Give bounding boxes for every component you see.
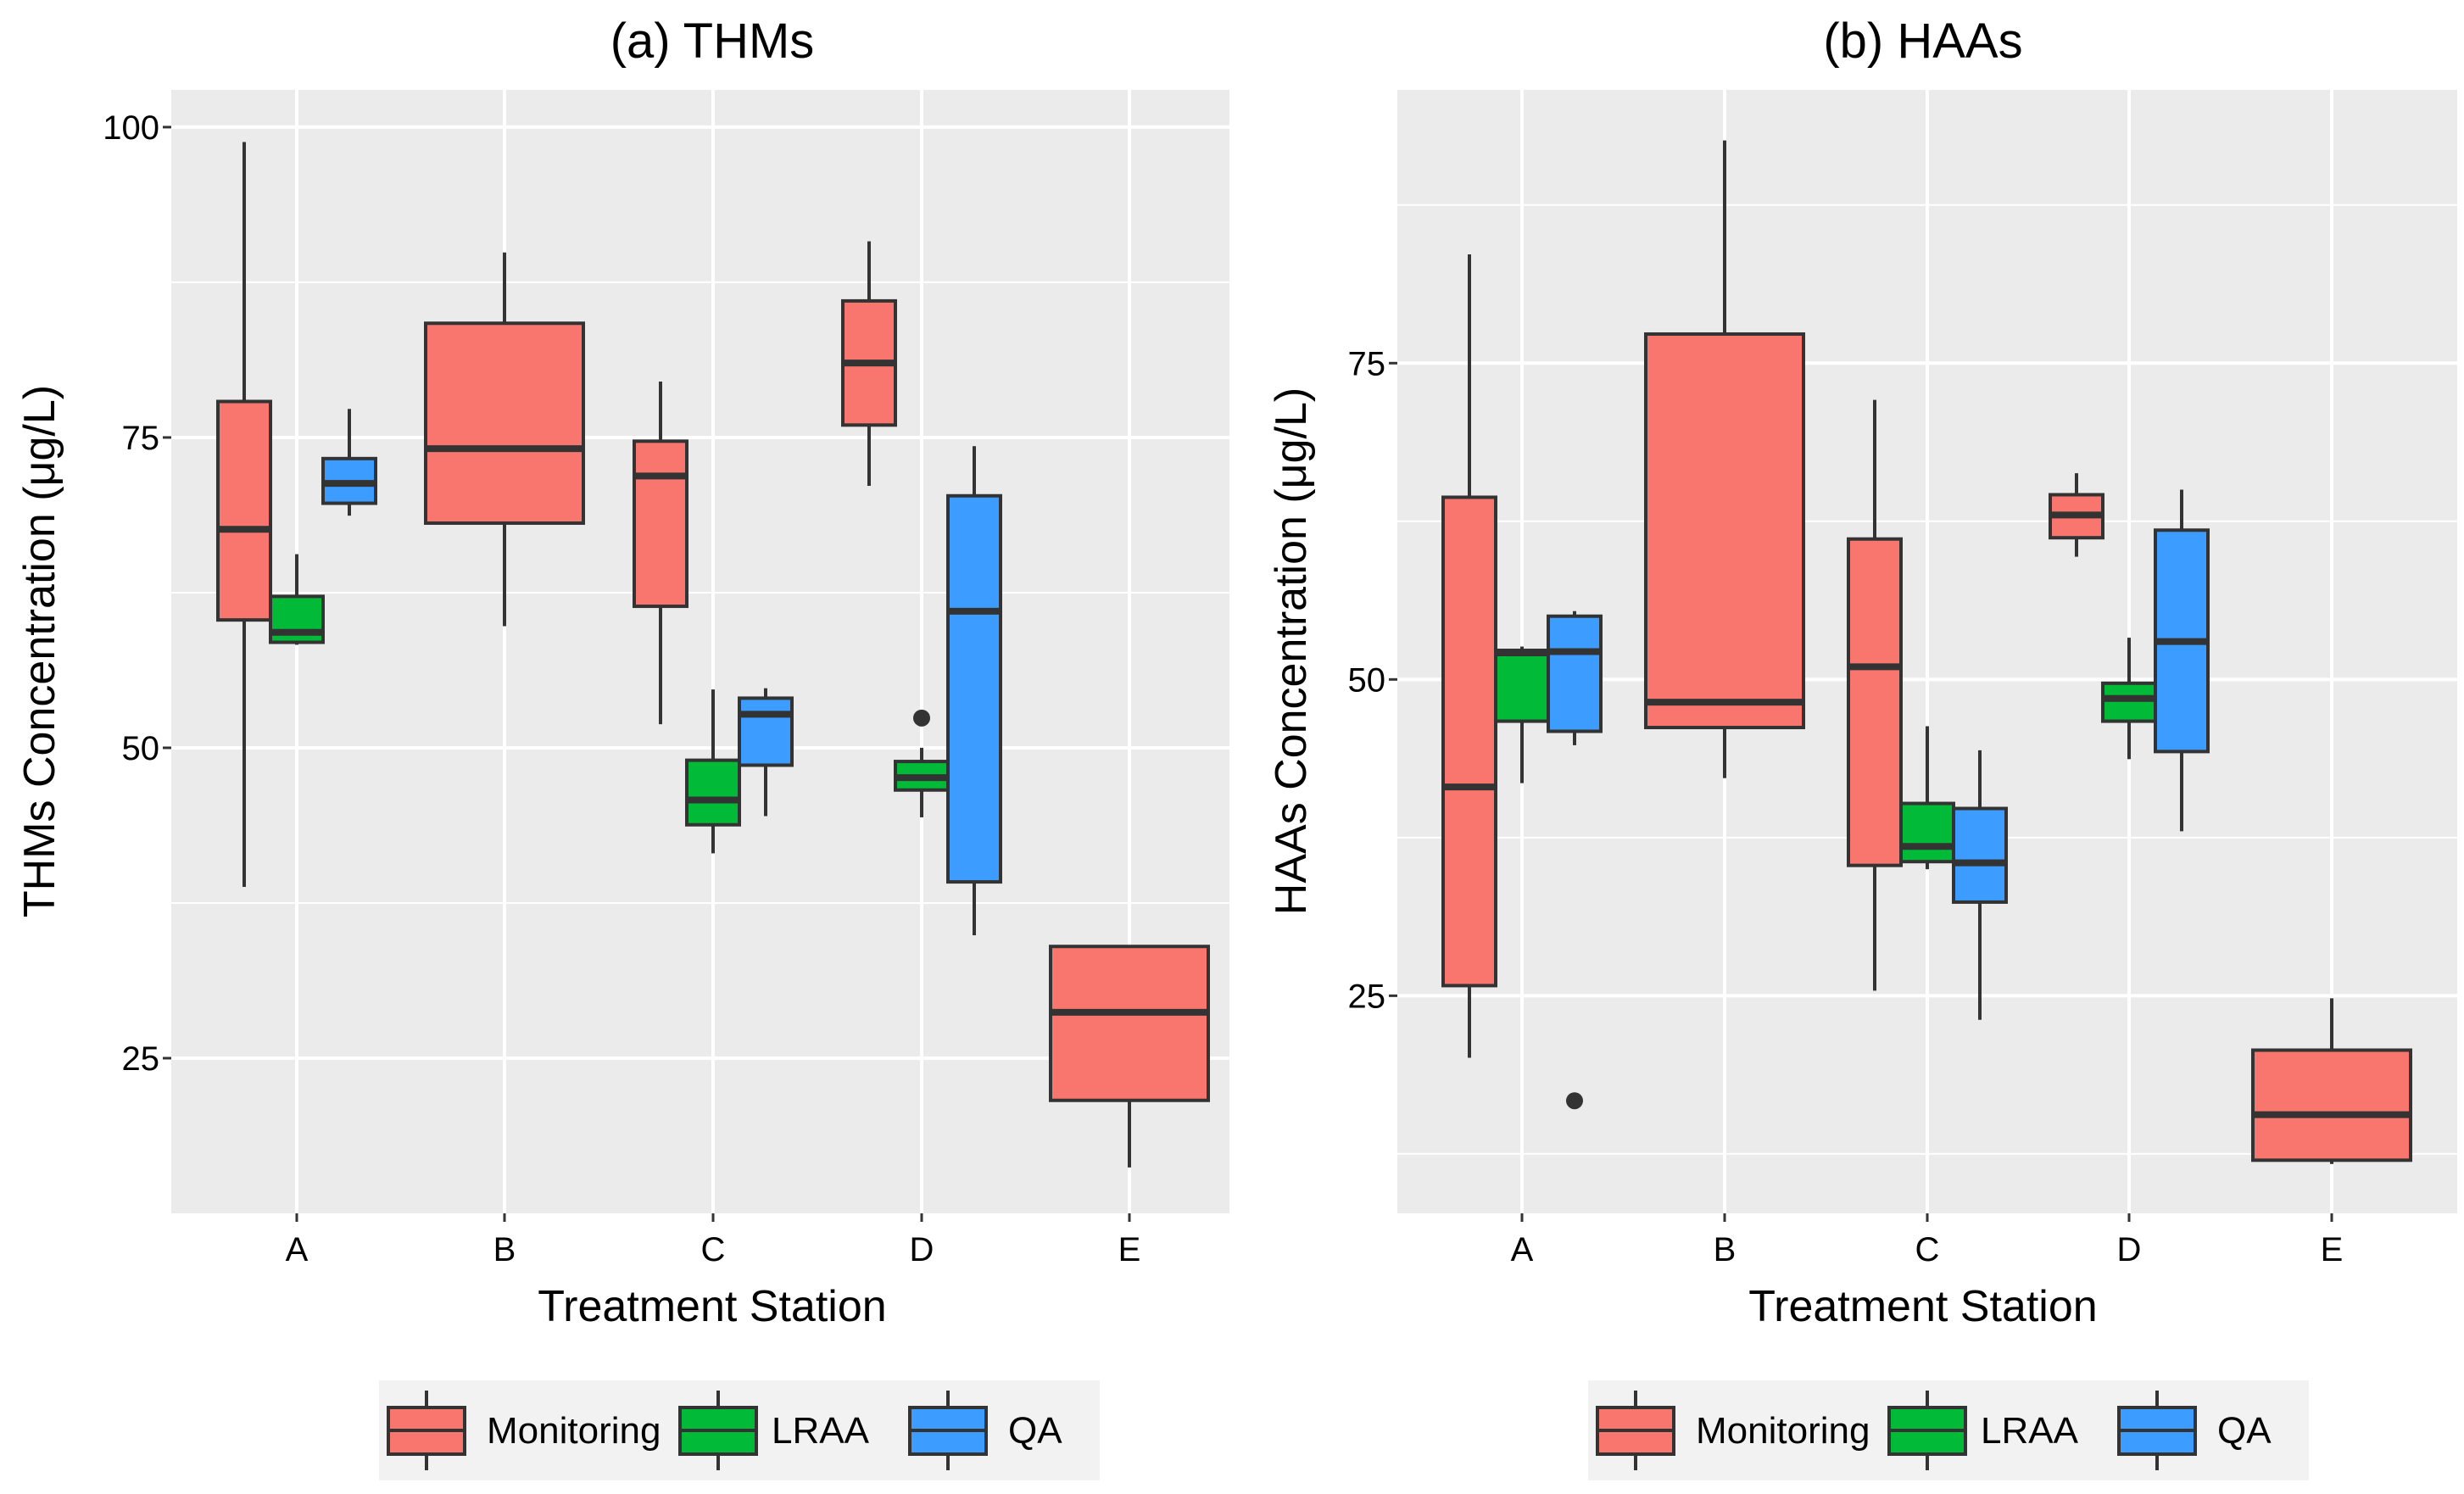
y-tick-label: 25 — [122, 1040, 160, 1078]
legend-label: Monitoring — [1696, 1410, 1870, 1452]
box-monitoring-c — [1847, 399, 1903, 991]
x-tick-label: E — [2321, 1231, 2344, 1268]
panel-title: (b) HAAs — [1823, 14, 2022, 69]
y-tick-label: 75 — [1348, 345, 1386, 382]
x-axis: A B C D E — [286, 1213, 1141, 1268]
outlier-point — [913, 709, 930, 727]
box-iqr — [424, 321, 585, 525]
box-iqr — [1547, 614, 1603, 733]
box-monitoring-c — [633, 382, 688, 725]
y-tick-label: 75 — [122, 420, 160, 457]
box-lraa-d — [2101, 638, 2157, 760]
x-axis-title: Treatment Station — [1748, 1282, 2097, 1331]
box-monitoring-d — [2049, 473, 2104, 557]
outlier-point — [1566, 1092, 1583, 1110]
box-iqr — [1644, 332, 1805, 730]
panel-title: (a) THMs — [610, 14, 815, 69]
legend-label: LRAA — [772, 1410, 870, 1452]
box-iqr — [2101, 681, 2157, 723]
y-axis: 25 50 75 — [1348, 345, 1397, 1015]
y-tick-label: 25 — [1348, 978, 1386, 1015]
boxes-layer — [1441, 140, 2412, 1164]
box-iqr — [1441, 495, 1497, 988]
box-monitoring-a — [1441, 254, 1497, 1058]
x-tick-label: C — [1915, 1231, 1940, 1268]
legend-item-qa: QA — [2117, 1391, 2272, 1470]
x-tick-label: C — [701, 1231, 726, 1268]
box-monitoring-e — [1049, 945, 1210, 1168]
box-iqr — [946, 493, 1002, 884]
legend-right: Monitoring LRAA QA — [1588, 1380, 2309, 1480]
box-iqr — [1049, 945, 1210, 1102]
box-iqr — [1952, 806, 2008, 904]
box-iqr — [2251, 1048, 2412, 1162]
legend-item-monitoring: Monitoring — [1596, 1391, 1870, 1470]
box-iqr — [1899, 801, 1955, 864]
box-lraa-d — [894, 709, 950, 817]
legend-label: Monitoring — [487, 1410, 661, 1452]
box-qa-c — [738, 688, 794, 817]
x-axis-title: Treatment Station — [538, 1282, 886, 1331]
x-tick-label: B — [1714, 1231, 1737, 1268]
box-iqr — [633, 439, 688, 609]
box-iqr — [738, 696, 794, 767]
y-tick-label: 50 — [1348, 661, 1386, 699]
legend-item-monitoring: Monitoring — [387, 1391, 661, 1470]
y-tick-label: 50 — [122, 730, 160, 767]
x-tick-label: A — [1511, 1231, 1534, 1268]
x-tick-label: A — [286, 1231, 309, 1268]
y-tick-label: 100 — [103, 109, 159, 147]
box-iqr — [1847, 537, 1903, 867]
x-axis: A B C D E — [1511, 1213, 2344, 1268]
box-iqr — [685, 758, 741, 827]
legend-label: QA — [1008, 1410, 1062, 1452]
boxes-layer — [216, 142, 1210, 1168]
y-axis: 25 50 75 100 — [103, 109, 171, 1078]
box-monitoring-d — [841, 241, 897, 487]
box-iqr — [216, 399, 272, 622]
box-iqr — [1494, 649, 1550, 723]
legend-item-lraa: LRAA — [678, 1391, 870, 1470]
x-tick-label: D — [2117, 1231, 2142, 1268]
box-qa-d — [946, 446, 1002, 936]
x-tick-label: B — [493, 1231, 516, 1268]
panel-thms: (a) THMs 25 50 75 100 A B C D E Treatment Stati… — [15, 14, 1229, 1331]
box-monitoring-a — [216, 142, 272, 887]
x-tick-label: D — [910, 1231, 934, 1268]
box-qa-c — [1952, 750, 2008, 1020]
box-qa-a — [1547, 610, 1603, 1110]
legend-item-qa: QA — [908, 1391, 1062, 1470]
y-axis-title: THMs Concentration (μg/L) — [15, 385, 64, 917]
box-monitoring-b — [1644, 140, 1805, 778]
box-lraa-c — [685, 689, 741, 854]
box-lraa-c — [1899, 726, 1955, 870]
box-qa-d — [2154, 489, 2210, 832]
legend-left: Monitoring LRAA QA — [379, 1380, 1100, 1480]
legend-item-lraa: LRAA — [1887, 1391, 2079, 1470]
box-monitoring-e — [2251, 998, 2412, 1164]
x-tick-label: E — [1118, 1231, 1141, 1268]
legend-label: QA — [2217, 1410, 2272, 1452]
box-lraa-a — [269, 554, 325, 645]
box-qa-a — [321, 409, 377, 516]
box-monitoring-b — [424, 252, 585, 627]
y-axis-title: HAAs Concentration (μg/L) — [1267, 387, 1316, 915]
legend-label: LRAA — [1981, 1410, 2079, 1452]
